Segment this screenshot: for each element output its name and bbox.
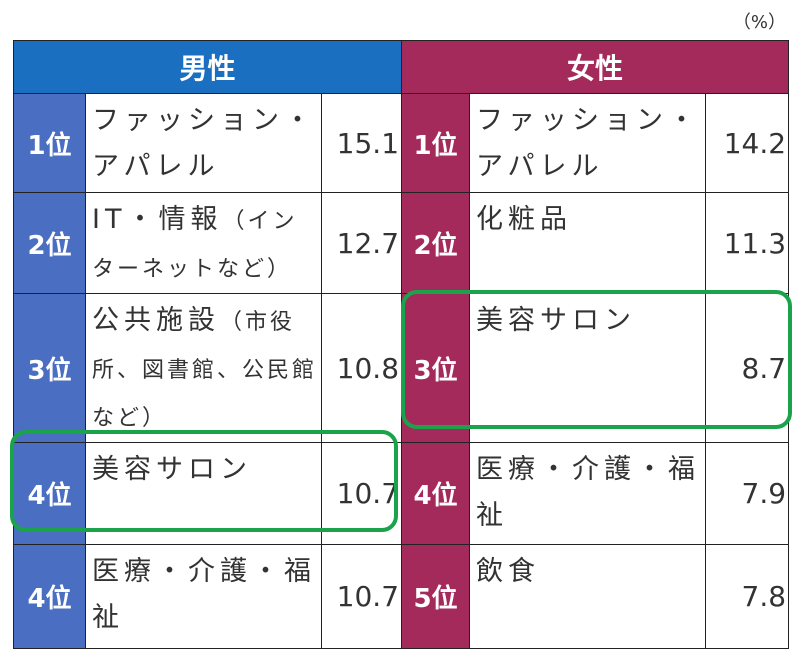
female-category: 飲食: [469, 544, 707, 649]
female-category: 医療・介護・福祉: [469, 442, 707, 545]
female-value: 7.8: [705, 544, 790, 649]
table-row: 1位 ファッション・アパレル 15.1 1位 ファッション・アパレル 14.2: [13, 93, 790, 193]
female-header: 女性: [401, 40, 790, 94]
highlight-female-beauty-salon: [401, 290, 792, 429]
male-rank: 2位: [13, 192, 86, 294]
male-category: 医療・介護・福祉: [85, 544, 322, 649]
female-category: ファッション・アパレル: [469, 93, 707, 193]
unit-label: （%）: [732, 12, 786, 33]
male-category: 公共施設（市役所、図書館、公民館など）: [85, 293, 322, 443]
table-row: 4位 医療・介護・福祉 10.7 5位 飲食 7.8: [13, 544, 790, 649]
male-rank: 4位: [13, 544, 86, 649]
female-rank: 1位: [401, 93, 471, 193]
male-rank: 3位: [13, 293, 86, 443]
female-value: 11.3: [705, 192, 790, 294]
female-rank: 4位: [401, 442, 471, 545]
male-value: 15.1: [320, 93, 403, 193]
female-value: 8.7: [705, 293, 790, 443]
male-rank: 1位: [13, 93, 86, 193]
male-value: 10.8: [320, 293, 403, 443]
male-value: 12.7: [320, 192, 403, 294]
ranking-table: 男性 女性 1位 ファッション・アパレル 15.1 1位 ファッション・アパレル…: [12, 40, 790, 649]
female-value: 14.2: [705, 93, 790, 193]
header-row: 男性 女性: [12, 40, 790, 94]
male-value: 10.7: [320, 544, 403, 649]
male-header: 男性: [12, 40, 403, 94]
male-category: IT・情報（インターネットなど）: [85, 192, 322, 294]
table-row: 2位 IT・情報（インターネットなど） 12.7 2位 化粧品 11.3: [13, 192, 790, 294]
female-category: 化粧品: [469, 192, 707, 294]
female-rank: 2位: [401, 192, 471, 294]
female-rank: 5位: [401, 544, 471, 649]
female-value: 7.9: [705, 442, 790, 545]
male-category: 美容サロン: [85, 442, 322, 545]
highlight-male-beauty-salon: [10, 430, 398, 532]
male-category: ファッション・アパレル: [85, 93, 322, 193]
